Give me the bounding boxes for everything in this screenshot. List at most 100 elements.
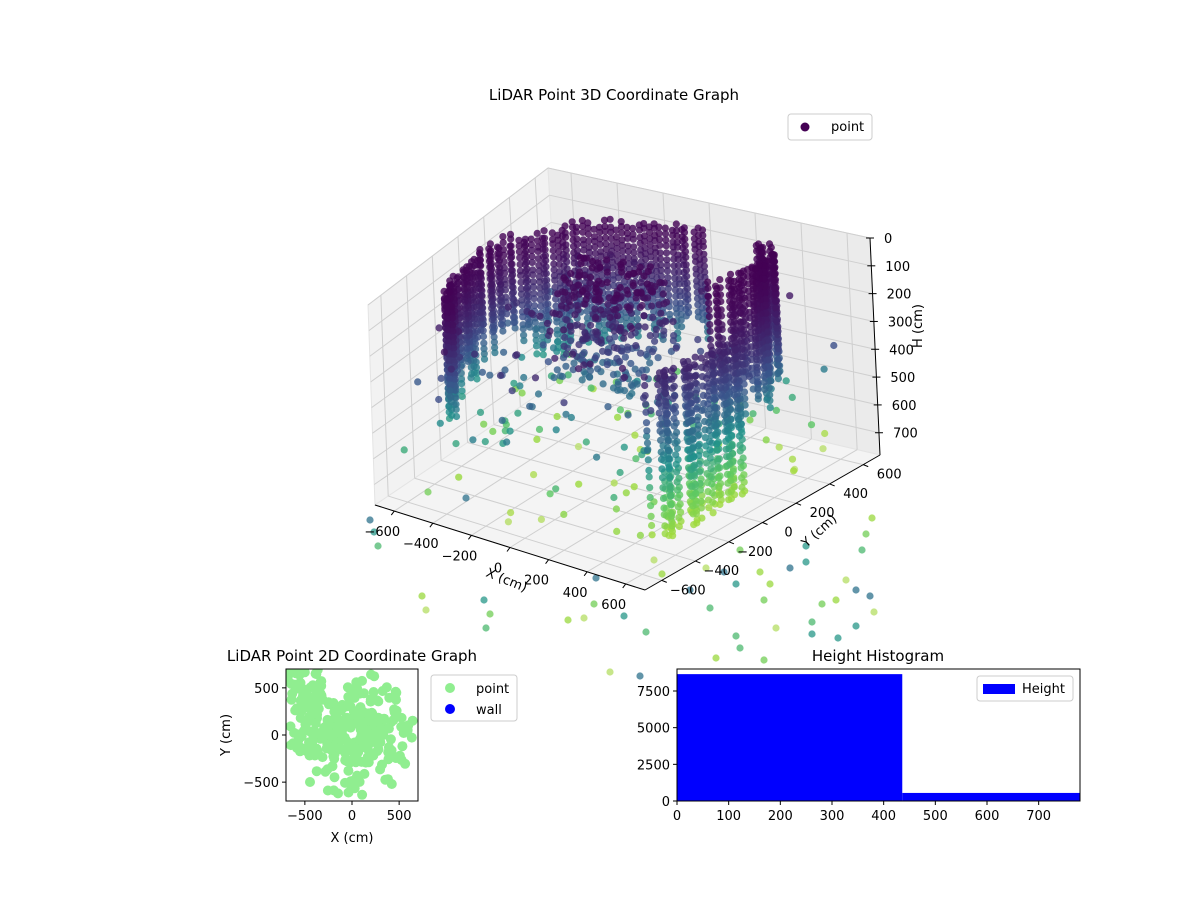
point-3d <box>735 294 743 302</box>
point-3d-outside <box>592 574 600 582</box>
point-3d <box>496 296 504 304</box>
point-2d <box>349 779 360 790</box>
point-3d <box>587 321 595 329</box>
point-3d <box>669 532 677 540</box>
point-3d <box>460 280 468 288</box>
tick-x-mark <box>583 571 588 577</box>
point-3d <box>486 371 494 379</box>
point-3d <box>771 270 779 279</box>
point-3d <box>435 324 443 332</box>
point-3d <box>565 298 573 306</box>
point-3d <box>635 322 643 330</box>
point-2d <box>397 741 408 752</box>
point-2d <box>288 738 299 749</box>
point-3d <box>530 471 538 479</box>
chart-3d-legend: point <box>787 113 873 141</box>
point-3d <box>613 239 621 247</box>
tick-hist-y-label: 7500 <box>637 685 670 700</box>
point-3d <box>675 514 683 522</box>
tick-z-label: 700 <box>893 427 918 442</box>
point-2d <box>385 734 396 745</box>
point-3d <box>449 327 457 335</box>
point-3d <box>596 235 604 243</box>
point-3d-outside <box>370 528 378 536</box>
point-3d <box>821 429 829 438</box>
point-3d <box>686 455 695 463</box>
point-3d <box>658 474 667 482</box>
point-3d <box>586 279 594 287</box>
tick-x-label: 200 <box>524 574 549 589</box>
point-3d <box>661 522 669 530</box>
point-3d-outside <box>862 530 870 538</box>
point-3d <box>586 367 595 375</box>
point-3d <box>496 302 504 310</box>
point-3d <box>657 455 666 463</box>
point-3d <box>520 331 528 339</box>
point-3d-outside <box>868 514 876 522</box>
point-3d <box>712 282 720 290</box>
point-3d <box>672 220 680 228</box>
point-3d <box>592 288 600 296</box>
point-3d <box>627 381 636 389</box>
point-3d <box>537 515 546 524</box>
point-3d <box>724 479 732 487</box>
point-3d <box>641 244 649 252</box>
point-3d <box>759 243 767 251</box>
point-3d <box>436 419 444 427</box>
point-3d <box>687 472 695 480</box>
point-3d <box>688 492 696 500</box>
point-2d <box>307 680 318 691</box>
point-3d <box>612 505 621 513</box>
point-3d <box>532 325 540 333</box>
point-3d <box>577 260 585 268</box>
tick-2d-x-label: −500 <box>287 809 323 824</box>
point-3d <box>657 436 665 444</box>
point-3d <box>447 365 455 373</box>
point-3d-outside <box>736 546 744 554</box>
point-3d <box>518 301 526 309</box>
point-3d <box>631 431 639 439</box>
point-3d <box>624 247 632 255</box>
point-3d <box>728 340 736 348</box>
point-3d <box>672 451 680 459</box>
point-3d <box>705 313 714 321</box>
point-3d <box>585 248 594 256</box>
point-3d <box>620 443 628 451</box>
point-3d <box>521 261 529 269</box>
point-3d <box>569 366 577 374</box>
point-3d <box>727 335 736 343</box>
point-3d <box>561 333 569 342</box>
point-3d <box>713 311 721 319</box>
point-2d <box>290 705 301 716</box>
point-3d <box>691 353 699 361</box>
point-3d <box>490 338 498 346</box>
point-3d-outside <box>580 614 588 622</box>
point-2d <box>389 704 400 715</box>
tick-hist-x-label: 400 <box>871 809 896 824</box>
histogram-frame <box>676 668 1081 802</box>
point-3d <box>642 255 650 263</box>
point-3d <box>655 399 663 408</box>
point-3d <box>519 313 527 321</box>
point-3d <box>722 437 730 445</box>
point-3d <box>760 372 768 380</box>
point-3d <box>668 384 677 392</box>
point-3d <box>530 295 538 303</box>
tick-y-label: −600 <box>670 583 706 598</box>
point-3d <box>555 248 563 256</box>
point-3d <box>591 354 599 362</box>
point-3d-outside <box>756 568 764 576</box>
point-3d <box>618 364 627 372</box>
point-3d <box>603 268 612 276</box>
tick-hist-y-label: 2500 <box>637 758 670 773</box>
point-3d <box>697 279 705 287</box>
point-2d <box>402 725 413 735</box>
point-3d <box>588 264 596 272</box>
point-3d <box>582 254 591 262</box>
point-3d <box>709 509 717 517</box>
point-3d <box>677 508 685 516</box>
point-3d <box>655 409 663 417</box>
point-3d <box>452 400 460 408</box>
tick-hist-x-label: 0 <box>673 809 681 824</box>
point-3d <box>651 337 659 345</box>
